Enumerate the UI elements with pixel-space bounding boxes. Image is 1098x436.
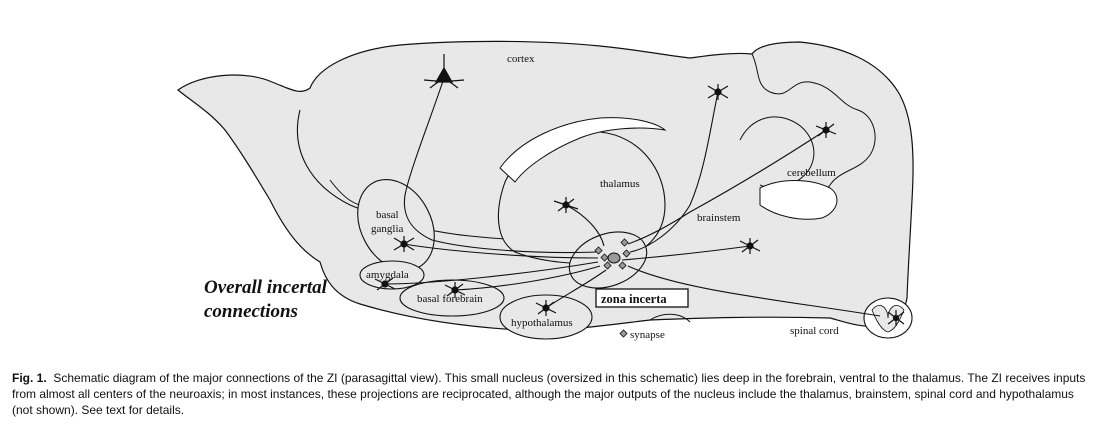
neuron-hypothalamus <box>535 300 557 316</box>
label-cerebellum: cerebellum <box>787 167 836 179</box>
neuron-spinal-cord <box>887 310 905 326</box>
synapse-2 <box>600 253 609 262</box>
label-brainstem: brainstem <box>697 212 741 224</box>
zona-incerta-neuron <box>607 252 621 264</box>
synapse-4 <box>620 238 629 247</box>
caption-label: Fig. 1. <box>12 371 47 385</box>
projection-lines <box>384 77 881 317</box>
neuron-basal-forebrain <box>444 282 466 298</box>
label-spinal-cord: spinal cord <box>790 325 839 337</box>
synapse-3 <box>603 261 612 270</box>
label-amygdala: amygdala <box>366 269 409 281</box>
label-cortex: cortex <box>507 53 535 65</box>
fourth-ventricle <box>759 180 838 220</box>
neuron-brainstem-top <box>707 84 729 100</box>
neuron-amygdala <box>374 277 396 291</box>
cerebellum-folds <box>751 53 876 203</box>
spinal-cord-notch <box>649 313 691 323</box>
label-synapse: synapse <box>630 329 665 341</box>
neuron-cerebellum <box>815 122 837 138</box>
neuron-basal-ganglia <box>393 236 415 252</box>
zona-incerta-label-box <box>595 288 689 308</box>
synapse-6 <box>618 261 627 270</box>
zona-incerta-connections-diagram: cortex thalamus cerebellum brainstem bas… <box>177 40 914 341</box>
hypothalamus-region <box>499 294 593 340</box>
diagram-title-line1: Overall incertal <box>204 277 328 298</box>
figure-caption: Fig. 1. Schematic diagram of the major c… <box>12 370 1090 418</box>
neuron-cortex <box>423 54 465 89</box>
ventricle <box>499 117 667 183</box>
amygdala-region <box>359 260 425 290</box>
synapse-legend-icon <box>619 329 628 338</box>
diagram-title-line2: connections <box>204 301 298 322</box>
synapse-5 <box>622 249 631 258</box>
neuron-thalamus <box>553 197 579 213</box>
label-basal-ganglia-line2: ganglia <box>371 223 403 235</box>
synapses <box>594 238 631 338</box>
label-zona-incerta: zona incerta <box>601 292 667 306</box>
label-basal-ganglia-line1: basal <box>376 209 399 221</box>
neuron-brainstem <box>739 238 761 254</box>
label-thalamus: thalamus <box>600 178 640 190</box>
label-hypothalamus: hypothalamus <box>511 317 573 329</box>
neurons <box>374 54 905 326</box>
synapse-1 <box>594 246 603 255</box>
caption-text: Schematic diagram of the major connectio… <box>12 371 1086 417</box>
label-basal-forebrain: basal forebrain <box>417 293 483 305</box>
